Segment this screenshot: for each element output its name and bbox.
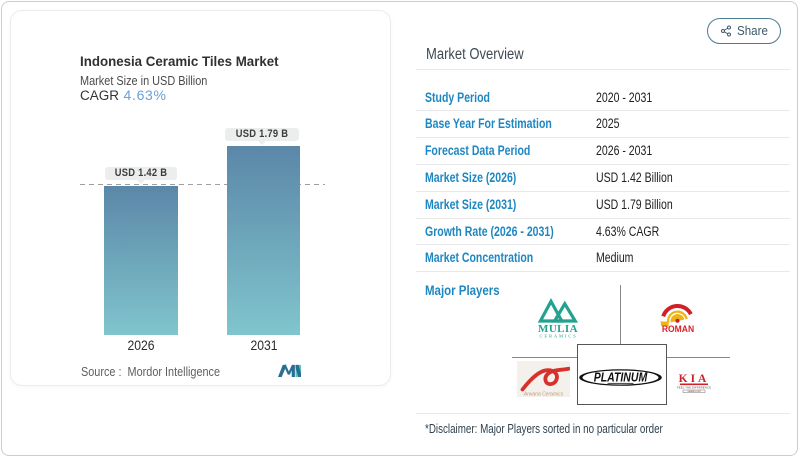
svg-text:CERAMICS: CERAMICS <box>540 334 578 339</box>
svg-text:MULIA: MULIA <box>538 323 578 335</box>
svg-text:FEEL THE DIFFERENCE: FEEL THE DIFFERENCE <box>677 386 711 390</box>
svg-text:PLATINUM: PLATINUM <box>594 372 648 385</box>
svg-text:KIA: KIA <box>679 373 710 385</box>
svg-text:Arwana Ceramics: Arwana Ceramics <box>523 392 564 398</box>
svg-text:ROMAN: ROMAN <box>662 324 694 333</box>
svg-text:GRANDLUXE: GRANDLUXE <box>687 390 701 393</box>
